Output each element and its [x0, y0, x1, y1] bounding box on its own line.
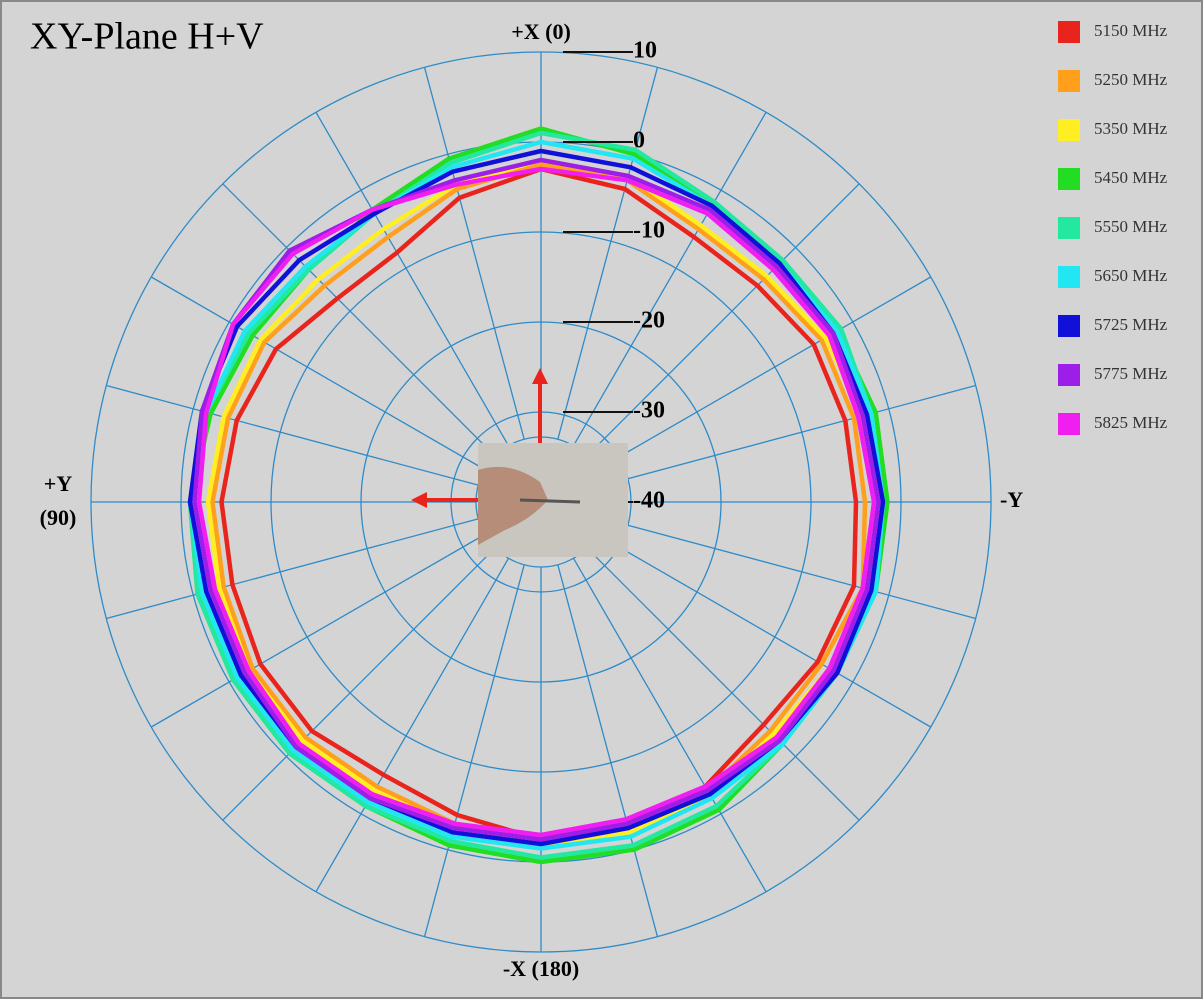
- grid-spoke: [106, 518, 479, 620]
- legend-swatch: [1058, 119, 1080, 141]
- pattern-curve: [187, 130, 886, 860]
- grid-spoke: [596, 533, 932, 728]
- arrows: [411, 368, 548, 508]
- legend-swatch: [1058, 217, 1080, 239]
- grid-spoke: [603, 384, 976, 486]
- photo: [478, 443, 628, 557]
- grid-spoke: [315, 111, 510, 447]
- grid-spoke: [222, 183, 496, 457]
- r-ticks: -40 -30 -20 -10 0 10: [563, 38, 665, 514]
- dir-right: -Y: [1000, 487, 1023, 512]
- legend-swatch: [1058, 70, 1080, 92]
- legend-label: 5150 MHz: [1094, 21, 1168, 40]
- r-tick-label: -40: [633, 488, 665, 514]
- arrow-x-head: [532, 368, 548, 384]
- grid-spoke: [603, 518, 976, 620]
- r-tick-label: -10: [633, 218, 665, 244]
- grid-spoke: [423, 564, 525, 937]
- legend-label: 5825 MHz: [1094, 413, 1168, 432]
- curves: [187, 126, 890, 865]
- grid-spoke: [150, 276, 486, 471]
- pattern-curve: [196, 166, 877, 838]
- arrow-y-head: [411, 492, 427, 508]
- legend-swatch: [1058, 168, 1080, 190]
- legend-label: 5450 MHz: [1094, 168, 1168, 187]
- dir-top: +X (0): [511, 19, 571, 44]
- grid-spoke: [150, 533, 486, 728]
- grid-spoke: [106, 384, 479, 486]
- legend-swatch: [1058, 315, 1080, 337]
- chart-title: XY-Plane H+V: [30, 16, 264, 58]
- r-tick-label: 10: [633, 38, 657, 64]
- r-tick-label: -30: [633, 398, 665, 424]
- legend-label: 5775 MHz: [1094, 364, 1168, 383]
- legend: 5150 MHz 5250 MHz 5350 MHz 5450 MHz 5550 MHz…: [1058, 21, 1168, 435]
- grid-spoke: [423, 67, 525, 440]
- dir-bottom: -X (180): [503, 956, 579, 981]
- dir-left: (90): [40, 505, 77, 530]
- pattern-curve: [187, 139, 886, 851]
- grid-spoke: [572, 557, 767, 893]
- grid-spoke: [586, 547, 860, 821]
- grid-spoke: [586, 183, 860, 457]
- legend-label: 5725 MHz: [1094, 315, 1168, 334]
- legend-swatch: [1058, 21, 1080, 43]
- legend-label: 5350 MHz: [1094, 119, 1168, 138]
- grid-spoke: [557, 564, 659, 937]
- grid-spoke: [222, 547, 496, 821]
- hand: [478, 466, 548, 545]
- legend-label: 5250 MHz: [1094, 70, 1168, 89]
- grid-spoke: [596, 276, 932, 471]
- r-tick-label: 0: [633, 128, 645, 154]
- legend-label: 5650 MHz: [1094, 266, 1168, 285]
- grid-spoke: [572, 111, 767, 447]
- grid-spoke: [557, 67, 659, 440]
- legend-swatch: [1058, 364, 1080, 386]
- r-tick-label: -20: [633, 308, 665, 334]
- legend-label: 5550 MHz: [1094, 217, 1168, 236]
- antenna: [519, 498, 581, 504]
- legend-swatch: [1058, 266, 1080, 288]
- dir-left: +Y: [44, 471, 73, 496]
- grid-spoke: [315, 557, 510, 893]
- legend-swatch: [1058, 413, 1080, 435]
